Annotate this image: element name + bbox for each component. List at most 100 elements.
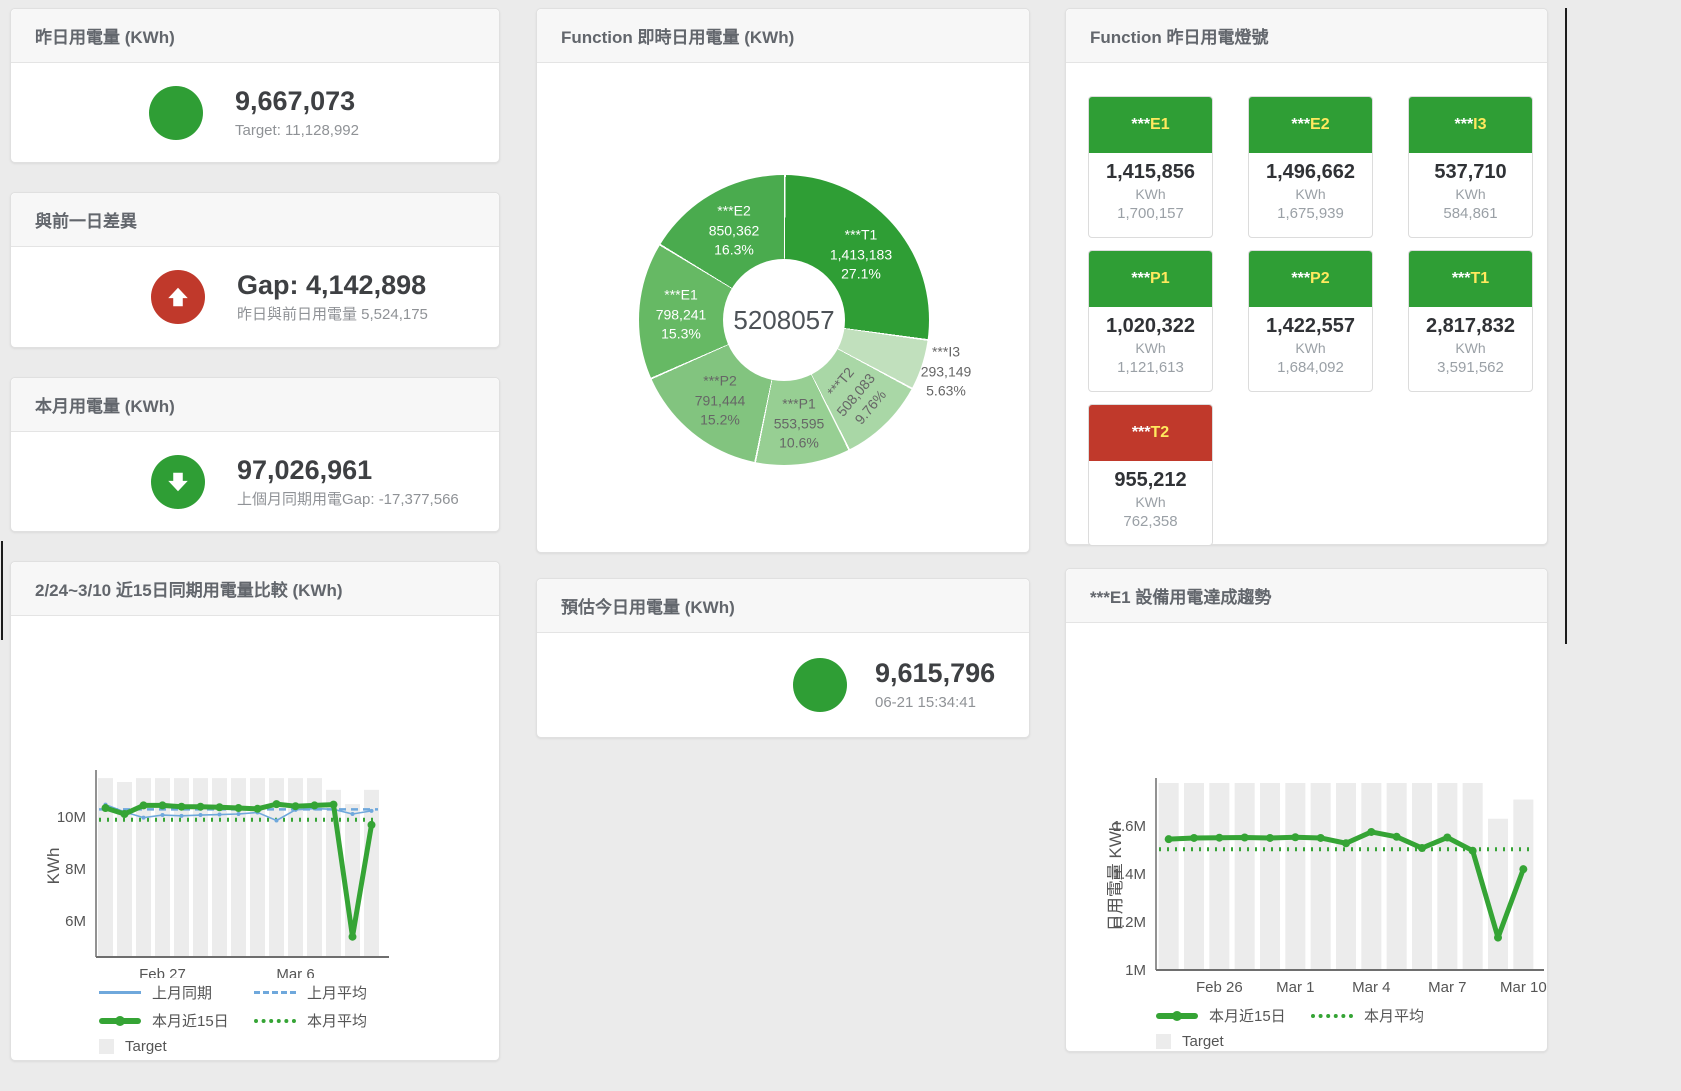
card-title: 2/24~3/10 近15日同期用電量比較 (KWh) — [11, 562, 499, 616]
up-arrow-icon — [168, 287, 188, 307]
kpi-subtext: 昨日與前日用電量 5,524,175 — [237, 306, 428, 323]
svg-text:Mar 7: Mar 7 — [1428, 979, 1466, 996]
svg-text:6M: 6M — [65, 913, 86, 930]
svg-text:KWh: KWh — [44, 848, 63, 885]
legend-swatch — [1156, 1034, 1171, 1049]
tile-code: T1 — [1470, 270, 1490, 287]
legend-item[interactable]: Target — [99, 1038, 254, 1055]
light-tile-header: *** P1 — [1089, 251, 1212, 307]
svg-text:8M: 8M — [65, 861, 86, 878]
card-title: 昨日用電量 (KWh) — [11, 9, 499, 63]
legend-label: 本月近15日 — [152, 1013, 229, 1030]
tile-value: 537,710 — [1434, 161, 1507, 183]
card-title: Function 即時日用電量 (KWh) — [537, 9, 1029, 63]
light-tile-header: *** I3 — [1409, 97, 1532, 153]
tile-code: T2 — [1150, 424, 1170, 441]
donut-segment-label: ***E2 850,362 16.3% — [708, 202, 760, 258]
screen-edge-line-right — [1565, 8, 1567, 644]
svg-text:Mar 1: Mar 1 — [1276, 979, 1314, 996]
light-tile: *** P2 1,422,557 KWh 1,684,092 — [1248, 250, 1373, 392]
svg-text:Feb 26: Feb 26 — [1196, 979, 1243, 996]
kpi-subtext: 上個月同期用電Gap: -17,377,566 — [237, 490, 459, 508]
status-circle — [793, 658, 847, 712]
legend-label: 上月同期 — [152, 985, 213, 1002]
trend-chart: 1M 1.2M 1.4M 1.6M Feb 26 Mar 1 Mar 4 Mar 7 Mar 1… — [1106, 778, 1547, 996]
card-month-usage: 本月用電量 (KWh) 97,026,961 上個月同期用電Gap: -17,3… — [10, 377, 500, 532]
svg-text:1.2M: 1.2M — [1113, 914, 1146, 931]
legend-label: Target — [125, 1038, 167, 1055]
tile-stars: *** — [1451, 270, 1471, 287]
legend-swatch — [254, 991, 296, 994]
donut-center-total: 5208057 — [733, 304, 835, 335]
tile-unit: KWh — [1135, 494, 1166, 510]
tile-value: 2,817,832 — [1426, 315, 1515, 337]
legend-item[interactable]: Target — [1156, 1033, 1311, 1050]
tile-target-value: 762,358 — [1123, 513, 1178, 530]
light-tile-header: *** T1 — [1409, 251, 1532, 307]
card-realtime-donut: Function 即時日用電量 (KWh) 5208057 ***T1 1,413… — [536, 8, 1030, 553]
light-tile-header: *** P2 — [1249, 251, 1372, 307]
legend-label: 本月平均 — [1364, 1008, 1425, 1025]
tile-target-value: 1,675,939 — [1277, 205, 1344, 222]
tile-stars: *** — [1131, 424, 1151, 441]
legend-swatch — [254, 1018, 296, 1023]
card-title: ***E1 設備用電達成趨勢 — [1066, 569, 1547, 623]
tile-target-value: 1,121,613 — [1117, 359, 1184, 376]
light-tile-header: *** E1 — [1089, 97, 1212, 153]
svg-text:Mar 6: Mar 6 — [276, 966, 314, 978]
legend-swatch — [1311, 1013, 1353, 1018]
kpi-subtext: 06-21 15:34:41 — [875, 694, 976, 711]
light-tile: *** E1 1,415,856 KWh 1,700,157 — [1088, 96, 1213, 238]
svg-text:1M: 1M — [1125, 962, 1146, 979]
light-tile: *** T1 2,817,832 KWh 3,591,562 — [1408, 250, 1533, 392]
card-gap-previous-day: 與前一日差異 Gap: 4,142,898 昨日與前日用電量 5,524,175 — [10, 192, 500, 348]
tile-code: P2 — [1310, 270, 1330, 287]
kpi-value: Gap: 4,142,898 — [237, 270, 427, 301]
legend-item[interactable]: 本月平均 — [1311, 1005, 1424, 1026]
tile-value: 1,020,322 — [1106, 315, 1195, 337]
card-15day-comparison: 2/24~3/10 近15日同期用電量比較 (KWh) 6M 8M 10M Feb 2… — [10, 561, 500, 1061]
comparison-chart-legend: 上月同期 上月平均本月近15日 本月平均 Target — [99, 982, 367, 1055]
legend-item[interactable]: 上月同期 — [99, 982, 254, 1003]
legend-item[interactable]: 本月平均 — [254, 1010, 367, 1031]
tile-unit: KWh — [1295, 340, 1326, 356]
tile-unit: KWh — [1455, 186, 1486, 202]
kpi-subtext: Target: 11,128,992 — [235, 121, 359, 139]
tile-code: E1 — [1150, 116, 1170, 133]
tile-target-value: 1,684,092 — [1277, 359, 1344, 376]
donut-segment-label: ***T1 1,413,183 27.1% — [829, 226, 893, 282]
screen-edge-line-left — [1, 541, 3, 640]
card-title: 與前一日差異 — [11, 193, 499, 247]
kpi-value: 9,667,073 — [235, 85, 356, 116]
donut-chart[interactable]: 5208057 ***T1 1,413,183 27.1% ***I3 293,149 5… — [639, 175, 971, 465]
legend-item[interactable]: 本月近15日 — [99, 1010, 254, 1031]
legend-item[interactable]: 本月近15日 — [1156, 1005, 1311, 1026]
light-tile-header: *** T2 — [1089, 405, 1212, 461]
svg-text:Feb 27: Feb 27 — [139, 966, 186, 978]
legend-label: 本月平均 — [307, 1013, 368, 1030]
tile-value: 955,212 — [1114, 469, 1187, 491]
legend-swatch — [99, 1017, 141, 1024]
status-circle — [151, 270, 205, 324]
svg-text:1.4M: 1.4M — [1113, 866, 1146, 883]
card-title: Function 昨日用電燈號 — [1066, 9, 1547, 63]
tile-code: E2 — [1310, 116, 1330, 133]
tile-unit: KWh — [1455, 340, 1486, 356]
tile-target-value: 1,700,157 — [1117, 205, 1184, 222]
tile-stars: *** — [1291, 116, 1311, 133]
tile-value: 1,496,662 — [1266, 161, 1355, 183]
kpi-value: 9,615,796 — [875, 658, 996, 689]
legend-item[interactable]: 上月平均 — [254, 982, 367, 1003]
donut-segment-label: ***P1 553,595 10.6% — [773, 395, 825, 451]
tile-unit: KWh — [1135, 186, 1166, 202]
tile-unit: KWh — [1295, 186, 1326, 202]
light-tile: *** I3 537,710 KWh 584,861 — [1408, 96, 1533, 238]
svg-text:Mar 10: Mar 10 — [1500, 979, 1547, 996]
donut-center: 5208057 — [723, 259, 845, 381]
tile-target-value: 584,861 — [1443, 205, 1498, 222]
legend-swatch — [99, 991, 141, 994]
tile-value: 1,415,856 — [1106, 161, 1195, 183]
light-tile-header: *** E2 — [1249, 97, 1372, 153]
svg-text:Mar 4: Mar 4 — [1352, 979, 1390, 996]
